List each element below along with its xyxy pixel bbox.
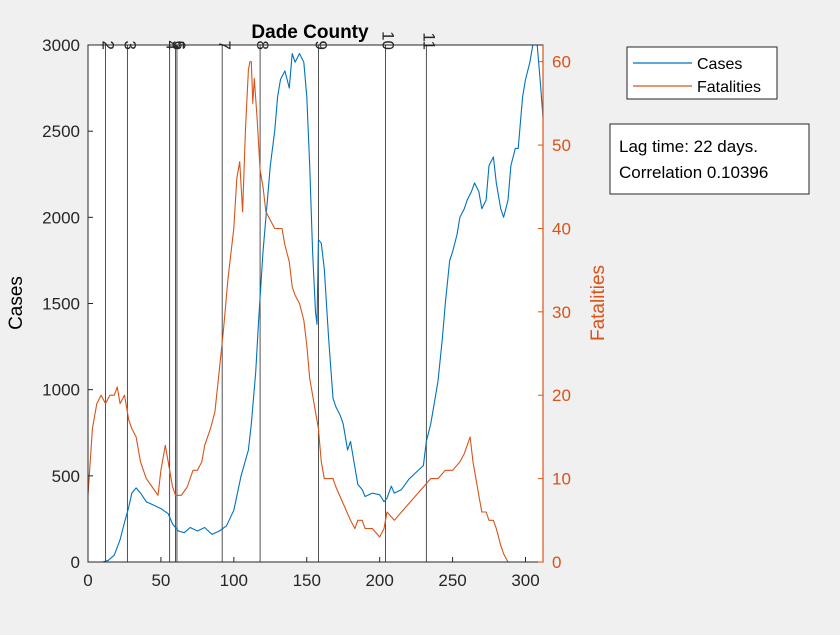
y-tick-label: 2000 [42,208,80,227]
y2-tick-label: 40 [552,219,571,238]
y-axis-left: 0 500 1000 1500 2000 2500 3000 [42,36,93,572]
y2-tick-label: 30 [552,303,571,322]
annotation-correlation: Correlation 0.10396 [619,163,768,182]
series-line-fatalities [87,61,511,563]
y2-tick-label: 0 [552,553,561,572]
legend-label-cases: Cases [697,56,742,73]
y-tick-label: 0 [71,553,80,572]
annotation-lag-time: Lag time: 22 days. [619,137,758,156]
event-label-10: 10 [379,31,398,50]
y-tick-label: 3000 [42,36,80,55]
y2-tick-label: 50 [552,136,571,155]
y-tick-label: 500 [52,467,80,486]
annotation-border [609,123,810,195]
y2-axis-label: Fatalities [588,265,609,341]
y-axis-right: 0 10 20 30 40 50 60 [538,45,571,572]
y2-tick-label: 20 [552,386,571,405]
x-tick-label: 250 [438,571,466,590]
chart-title: Dade County [251,22,369,43]
annotation-box: Lag time: 22 days. Correlation 0.10396 [609,123,810,195]
legend-label-fatalities: Fatalities [697,79,761,96]
x-tick-label: 100 [220,571,248,590]
legend: Cases Fatalities [626,46,778,100]
event-label-11: 11 [419,32,438,50]
x-tick-label: 50 [151,571,170,590]
x-tick-label: 0 [83,571,92,590]
x-tick-label: 150 [293,571,321,590]
legend-box [626,46,778,100]
y-tick-label: 1500 [42,295,80,314]
series-layer [87,44,544,563]
y-tick-label: 1000 [42,381,80,400]
series-line-cases [88,44,544,563]
x-tick-label: 200 [365,571,393,590]
y2-tick-label: 60 [552,53,571,72]
y-tick-label: 2500 [42,122,80,141]
x-tick-label: 300 [511,571,539,590]
x-axis: 0 50 100 150 200 250 300 [83,557,540,590]
y-axis-label: Cases [6,276,27,330]
y2-tick-label: 10 [552,470,571,489]
